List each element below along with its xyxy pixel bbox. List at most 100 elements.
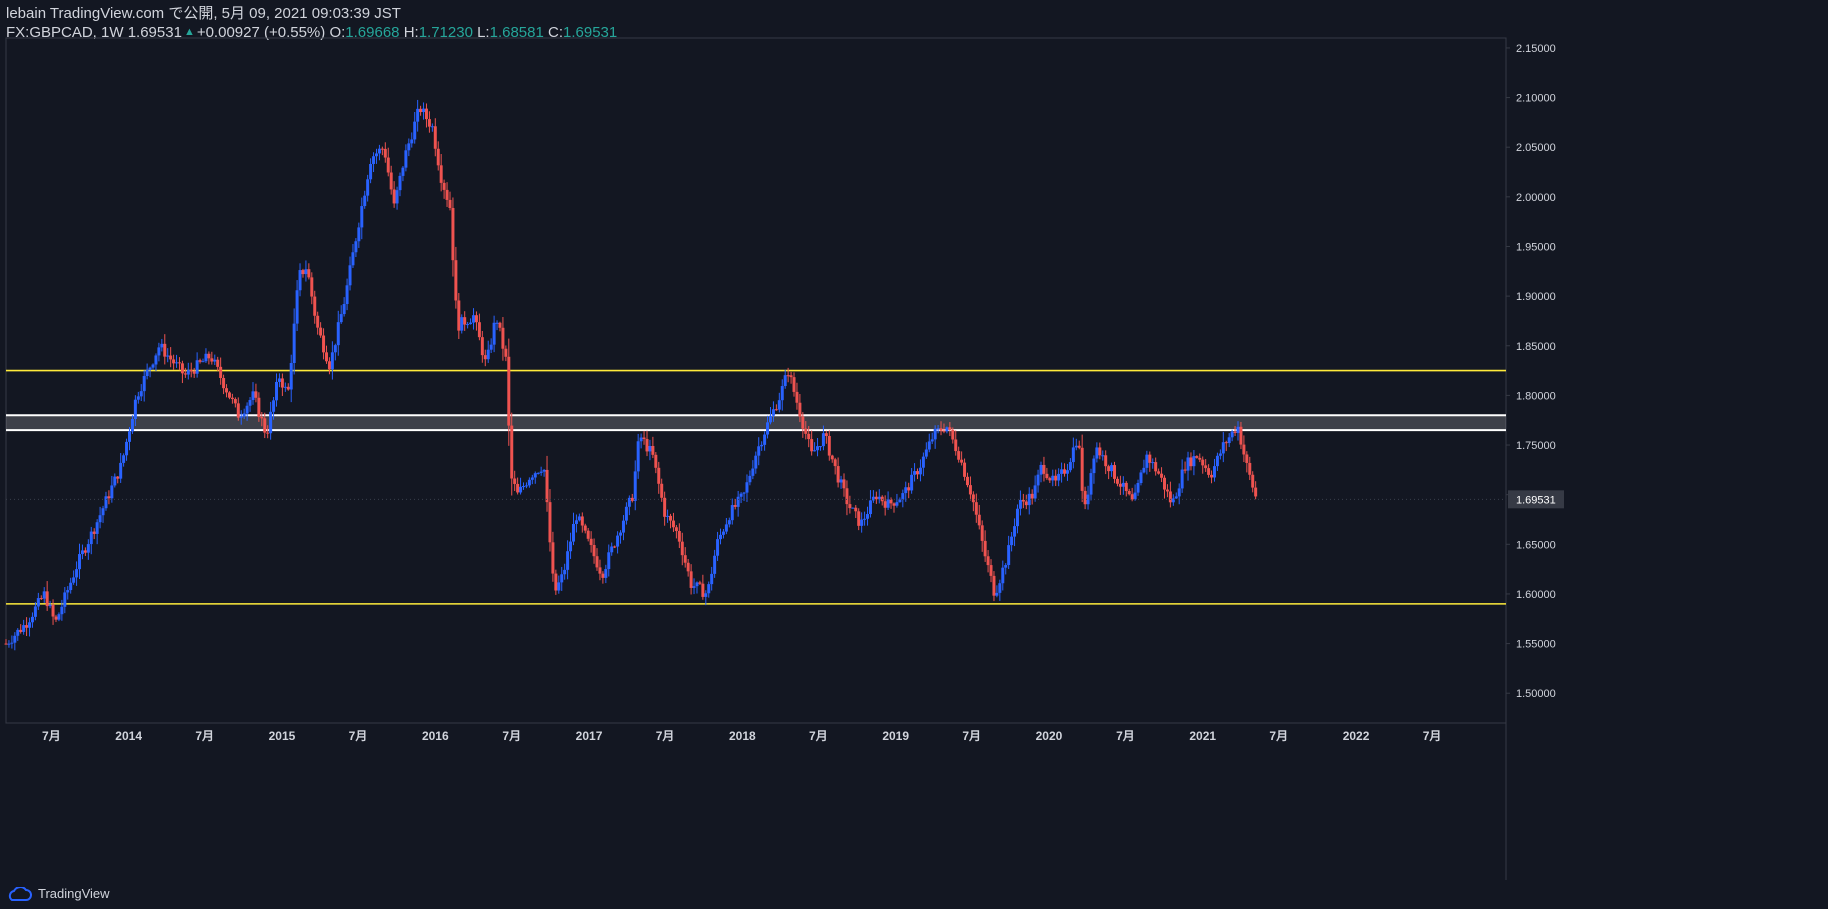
candle-body [1215,455,1219,467]
candle-body [1077,445,1081,448]
candle-body [851,507,855,509]
candle-body [786,375,790,377]
candle-body [283,386,287,388]
cloud-icon [8,886,32,901]
candle-body [360,206,364,228]
candle-body [172,359,176,364]
candle-body [486,349,490,360]
candle-body [1186,457,1190,471]
candle-body [965,476,969,486]
candle-body [433,126,437,149]
candle-body [527,479,531,486]
candle-body [424,108,428,120]
candle-body [833,459,837,467]
candle-body [1192,456,1196,467]
candle-body [698,582,702,584]
candle-body [222,378,226,389]
candle-body [557,582,561,591]
last-price-label: 1.69531 [1516,494,1556,506]
candle-body [48,604,52,607]
candle-body [677,531,681,542]
candle-body [410,139,414,144]
low-value: 1.68581 [489,24,544,41]
candle-body [463,317,467,325]
candle-body [542,469,546,472]
candle-body [245,405,249,414]
close-value: 1.69531 [563,24,618,41]
candle-body [169,355,173,360]
time-axis-label: 7月 [42,729,61,743]
tradingview-logo[interactable]: TradingView [6,886,110,901]
symbol-label[interactable]: FX:GBPCAD, 1W [6,24,124,41]
candle-body [177,362,181,364]
candle-body [733,505,737,507]
candle-body [927,441,931,450]
candle-body [1174,496,1178,499]
candle-body [1098,447,1102,456]
candle-body [1204,465,1208,469]
candle-body [51,604,55,617]
candle-body [254,391,258,398]
candle-body [924,449,928,457]
candle-body [160,343,164,348]
candle-body [298,270,302,291]
candle-body [1015,508,1019,527]
candle-body [936,428,940,430]
time-axis-label: 2017 [576,729,603,743]
candle-body [1045,473,1049,479]
candle-body [766,422,770,435]
candle-body [918,467,922,475]
candle-body [333,345,337,353]
candle-body [186,369,190,375]
candle-body [792,377,796,392]
candle-body [422,108,426,113]
candle-body [33,606,37,617]
high-value: 1.71230 [418,24,473,41]
candle-body [1083,490,1087,505]
candle-body [4,643,8,645]
candle-body [754,455,758,469]
candle-body [857,511,861,526]
candle-body [845,488,849,505]
candle-body [7,643,11,645]
candle-body [707,584,711,594]
candle-body [916,471,920,475]
candle-body [763,434,767,445]
candle-body [230,397,234,400]
candle-body [180,363,184,374]
time-axis-label: 7月 [809,729,828,743]
candle-body [1018,499,1022,509]
candle-body [533,473,537,478]
candle-body [551,542,555,574]
candle-body [601,573,605,578]
candle-body [554,573,558,591]
candle-body [45,591,49,607]
candle-body [1074,445,1078,448]
candle-body [260,416,264,419]
candle-body [695,582,699,587]
candle-body [127,431,131,442]
candle-body [257,397,261,417]
candle-body [789,375,793,378]
candle-body [139,391,143,397]
candle-body [571,523,575,542]
price-axis-label: 1.75000 [1516,440,1556,452]
candle-body [613,546,617,548]
candle-body [889,499,893,504]
candlestick-chart[interactable]: 1.500001.550001.600001.650001.700001.750… [0,0,1828,880]
time-axis-label: 7月 [195,729,214,743]
candle-body [671,520,675,528]
time-axis-label: 2019 [882,729,909,743]
candle-body [404,150,408,168]
candle-body [166,355,170,357]
candle-body [971,494,975,503]
candle-body [395,190,399,204]
candle-body [22,625,26,632]
candle-body [366,179,370,196]
candle-body [1248,462,1252,475]
candle-body [871,496,875,501]
candle-body [439,165,443,183]
candle-body [28,622,32,628]
candle-body [1236,426,1240,433]
candle-body [60,606,64,615]
